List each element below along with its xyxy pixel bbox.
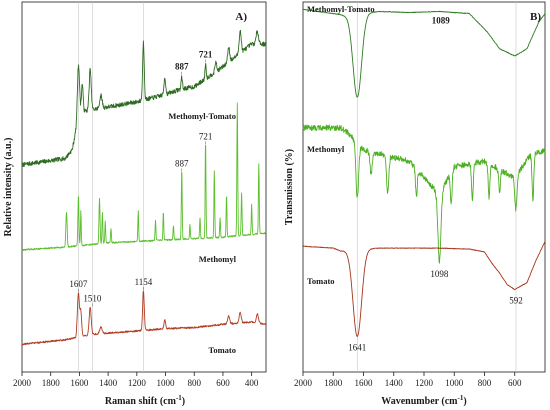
peak-annotation-1154: 1154 xyxy=(135,277,153,287)
panel-b-x-axis-label: Wavenumber (cm-1) xyxy=(381,394,466,407)
x-tick-label: 400 xyxy=(245,378,259,388)
panel-a: A) Relative intensity (a.u.) Raman shift… xyxy=(3,1,267,407)
series-label-methomyl-tomato: Methomyl-Tomato xyxy=(307,4,375,14)
panel-b-label: B) xyxy=(530,11,541,23)
series-label-tomato: Tomato xyxy=(208,345,236,355)
x-tick-label: 1600 xyxy=(355,378,374,388)
x-tick-label: 1400 xyxy=(99,378,118,388)
peak-annotation-1089: 1089 xyxy=(432,15,451,25)
series-line-methomyl xyxy=(21,102,267,251)
x-tick-label: 1800 xyxy=(42,378,61,388)
series-label-tomato: Tomato xyxy=(307,276,335,286)
panel-a-label: A) xyxy=(235,11,247,23)
peak-annotation-1098: 1098 xyxy=(430,269,449,279)
peak-annotation-592: 592 xyxy=(509,296,523,306)
peak-annotation-887: 887 xyxy=(175,159,189,169)
peak-annotation-1641: 1641 xyxy=(348,343,366,353)
x-tick-label: 1400 xyxy=(385,378,404,388)
peak-annotation-721: 721 xyxy=(199,131,213,141)
panel-a-x-axis-label: Raman shift (cm-1) xyxy=(105,394,185,407)
peak-annotation-887: 887 xyxy=(175,62,189,72)
x-tick-label: 1800 xyxy=(324,378,343,388)
x-tick-label: 1000 xyxy=(445,378,464,388)
x-tick-label: 2000 xyxy=(294,378,313,388)
series-line-methomyl xyxy=(302,124,546,264)
panel-a-frame xyxy=(21,1,267,373)
panel-a-y-axis-label: Relative intensity (a.u.) xyxy=(3,138,14,237)
x-tick-label: 1600 xyxy=(70,378,89,388)
peak-annotation-1510: 1510 xyxy=(83,293,102,303)
x-tick-label: 1000 xyxy=(157,378,176,388)
series-line-methomyl-tomato xyxy=(302,8,546,98)
series-line-tomato xyxy=(21,290,267,346)
series-label-methomyl: Methomyl xyxy=(307,144,345,154)
x-tick-label: 800 xyxy=(187,378,201,388)
peak-annotation-1607: 1607 xyxy=(69,279,88,289)
series-line-methomyl-tomato xyxy=(21,29,267,168)
x-tick-label: 2000 xyxy=(13,378,32,388)
peak-annotation-721: 721 xyxy=(199,49,213,59)
series-label-methomyl-tomato: Methomyl-Tomato xyxy=(168,111,236,121)
series-label-methomyl: Methomyl xyxy=(199,254,237,264)
panel-b-y-axis-label: Transmission (%) xyxy=(284,149,295,225)
x-tick-label: 800 xyxy=(478,378,492,388)
x-tick-label: 1200 xyxy=(415,378,434,388)
x-tick-label: 600 xyxy=(216,378,230,388)
series-line-tomato xyxy=(302,240,546,337)
x-tick-label: 600 xyxy=(508,378,522,388)
x-tick-label: 1200 xyxy=(128,378,147,388)
panel-b-frame xyxy=(302,1,546,373)
panel-b: B) Transmission (%) Wavenumber (cm-1) 20… xyxy=(284,1,546,407)
